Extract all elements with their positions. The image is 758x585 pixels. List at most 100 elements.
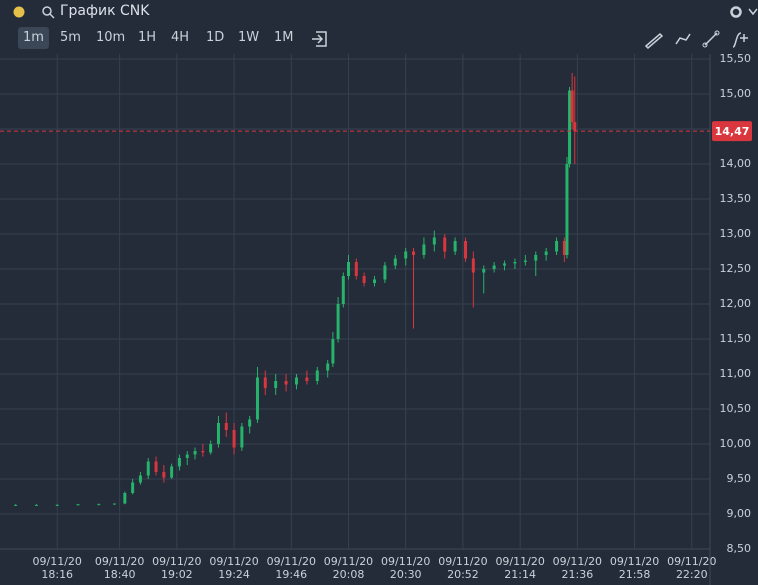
candle-body (138, 475, 142, 483)
y-tick-label: 12,00 (720, 297, 752, 310)
candle-body (284, 381, 288, 385)
timeframe-button[interactable]: 1W (238, 30, 260, 45)
candle-body (263, 377, 267, 388)
candle-body (534, 255, 538, 261)
x-tick-date: 09/11/20 (610, 555, 659, 568)
x-tick-time: 22:20 (676, 568, 708, 581)
candle-body (294, 377, 298, 385)
candle-body (341, 276, 345, 304)
plot-area (0, 54, 710, 549)
candle-body (146, 461, 150, 476)
candle-body (255, 377, 259, 420)
candle-body (492, 265, 496, 269)
candle-body (315, 370, 319, 381)
candle-body (346, 262, 350, 276)
y-tick-label: 11,00 (720, 367, 752, 380)
candle-body (170, 466, 174, 478)
candle-body (471, 258, 475, 273)
timeframe-button[interactable]: 4H (171, 30, 190, 45)
window-title: График CNK (60, 3, 150, 19)
candle-body (513, 262, 517, 264)
candle-body (523, 260, 527, 262)
candle-body (97, 504, 101, 506)
toolbar-icons (312, 30, 748, 50)
candle-body (240, 426, 244, 448)
candle-body (568, 90, 572, 164)
candle-body (354, 262, 358, 276)
y-tick-label: 12,50 (720, 262, 752, 275)
line-icon[interactable] (704, 32, 718, 46)
timeframe-button[interactable]: 1H (138, 30, 157, 45)
x-tick-date: 09/11/20 (33, 555, 82, 568)
candle-body (177, 458, 181, 467)
x-tick-date: 09/11/20 (438, 555, 487, 568)
candle-body (34, 504, 38, 506)
timeframe-button[interactable]: 1M (274, 30, 294, 45)
x-tick-date: 09/11/20 (381, 555, 430, 568)
candle-body (216, 423, 220, 444)
candle-body (432, 237, 436, 245)
candle-body (76, 504, 80, 506)
price-label-box (712, 121, 752, 142)
indicator-icon[interactable] (732, 32, 748, 48)
candle-body (482, 269, 486, 273)
x-tick-time: 21:58 (619, 568, 651, 581)
candle-body (224, 423, 228, 430)
candle-body (248, 419, 252, 427)
candle-body (544, 251, 548, 255)
dropdown-icon[interactable] (748, 8, 758, 16)
timeframe-button[interactable]: 1D (206, 30, 225, 45)
x-tick-time: 18:16 (41, 568, 73, 581)
search-icon[interactable] (42, 6, 52, 16)
ruler-icon[interactable] (644, 32, 664, 50)
candle-body (373, 279, 377, 283)
x-tick-date: 09/11/20 (95, 555, 144, 568)
candle-body (336, 304, 340, 339)
candle-body (154, 461, 158, 472)
candle-body (503, 263, 507, 266)
title-icons (13, 6, 758, 19)
candle-body (565, 164, 569, 255)
x-tick-date: 09/11/20 (152, 555, 201, 568)
y-tick-label: 8,50 (727, 542, 752, 555)
candle-body (555, 241, 559, 252)
scroll-end-icon[interactable] (312, 31, 327, 47)
candle-body (14, 504, 18, 506)
candle-body (55, 504, 59, 506)
candle-body (201, 451, 205, 453)
line-icon (714, 30, 720, 36)
candle-body (573, 122, 577, 132)
timeframe-button[interactable]: 1m (18, 27, 49, 49)
x-tick-date: 09/11/20 (495, 555, 544, 568)
x-tick-time: 19:02 (161, 568, 193, 581)
candle-body (464, 241, 468, 259)
y-tick-label: 13,00 (720, 227, 752, 240)
chart: 8,50 9,00 9,50 10,00 10,50 11,00 11,50 12,00 12,… (0, 54, 752, 585)
status-dot (13, 6, 25, 18)
settings-icon[interactable] (730, 6, 742, 18)
candle-body (422, 244, 426, 255)
candle-body (326, 363, 330, 371)
x-tick-time: 21:14 (504, 568, 536, 581)
candle-body (209, 444, 213, 453)
path-icon[interactable] (675, 33, 691, 45)
timeframe-button[interactable]: 5m (60, 30, 81, 45)
candle-body (131, 482, 135, 493)
x-tick-time: 18:40 (104, 568, 136, 581)
search-icon (49, 13, 55, 19)
x-tick-date: 09/11/20 (324, 555, 373, 568)
y-tick-label: 10,50 (720, 402, 752, 415)
y-tick-label: 14,00 (720, 157, 752, 170)
candle-body (112, 503, 116, 505)
candle-body (562, 241, 566, 255)
candle-body (162, 472, 166, 478)
x-tick-time: 20:52 (447, 568, 479, 581)
x-tick-time: 21:36 (562, 568, 594, 581)
timeframe-button[interactable]: 10m (96, 30, 126, 45)
line-icon (702, 42, 708, 48)
x-tick-time: 20:08 (333, 568, 365, 581)
candle-body (570, 90, 574, 122)
candle-body (412, 251, 416, 255)
candle-body (331, 339, 335, 364)
title-bar: График CNK (0, 0, 758, 24)
